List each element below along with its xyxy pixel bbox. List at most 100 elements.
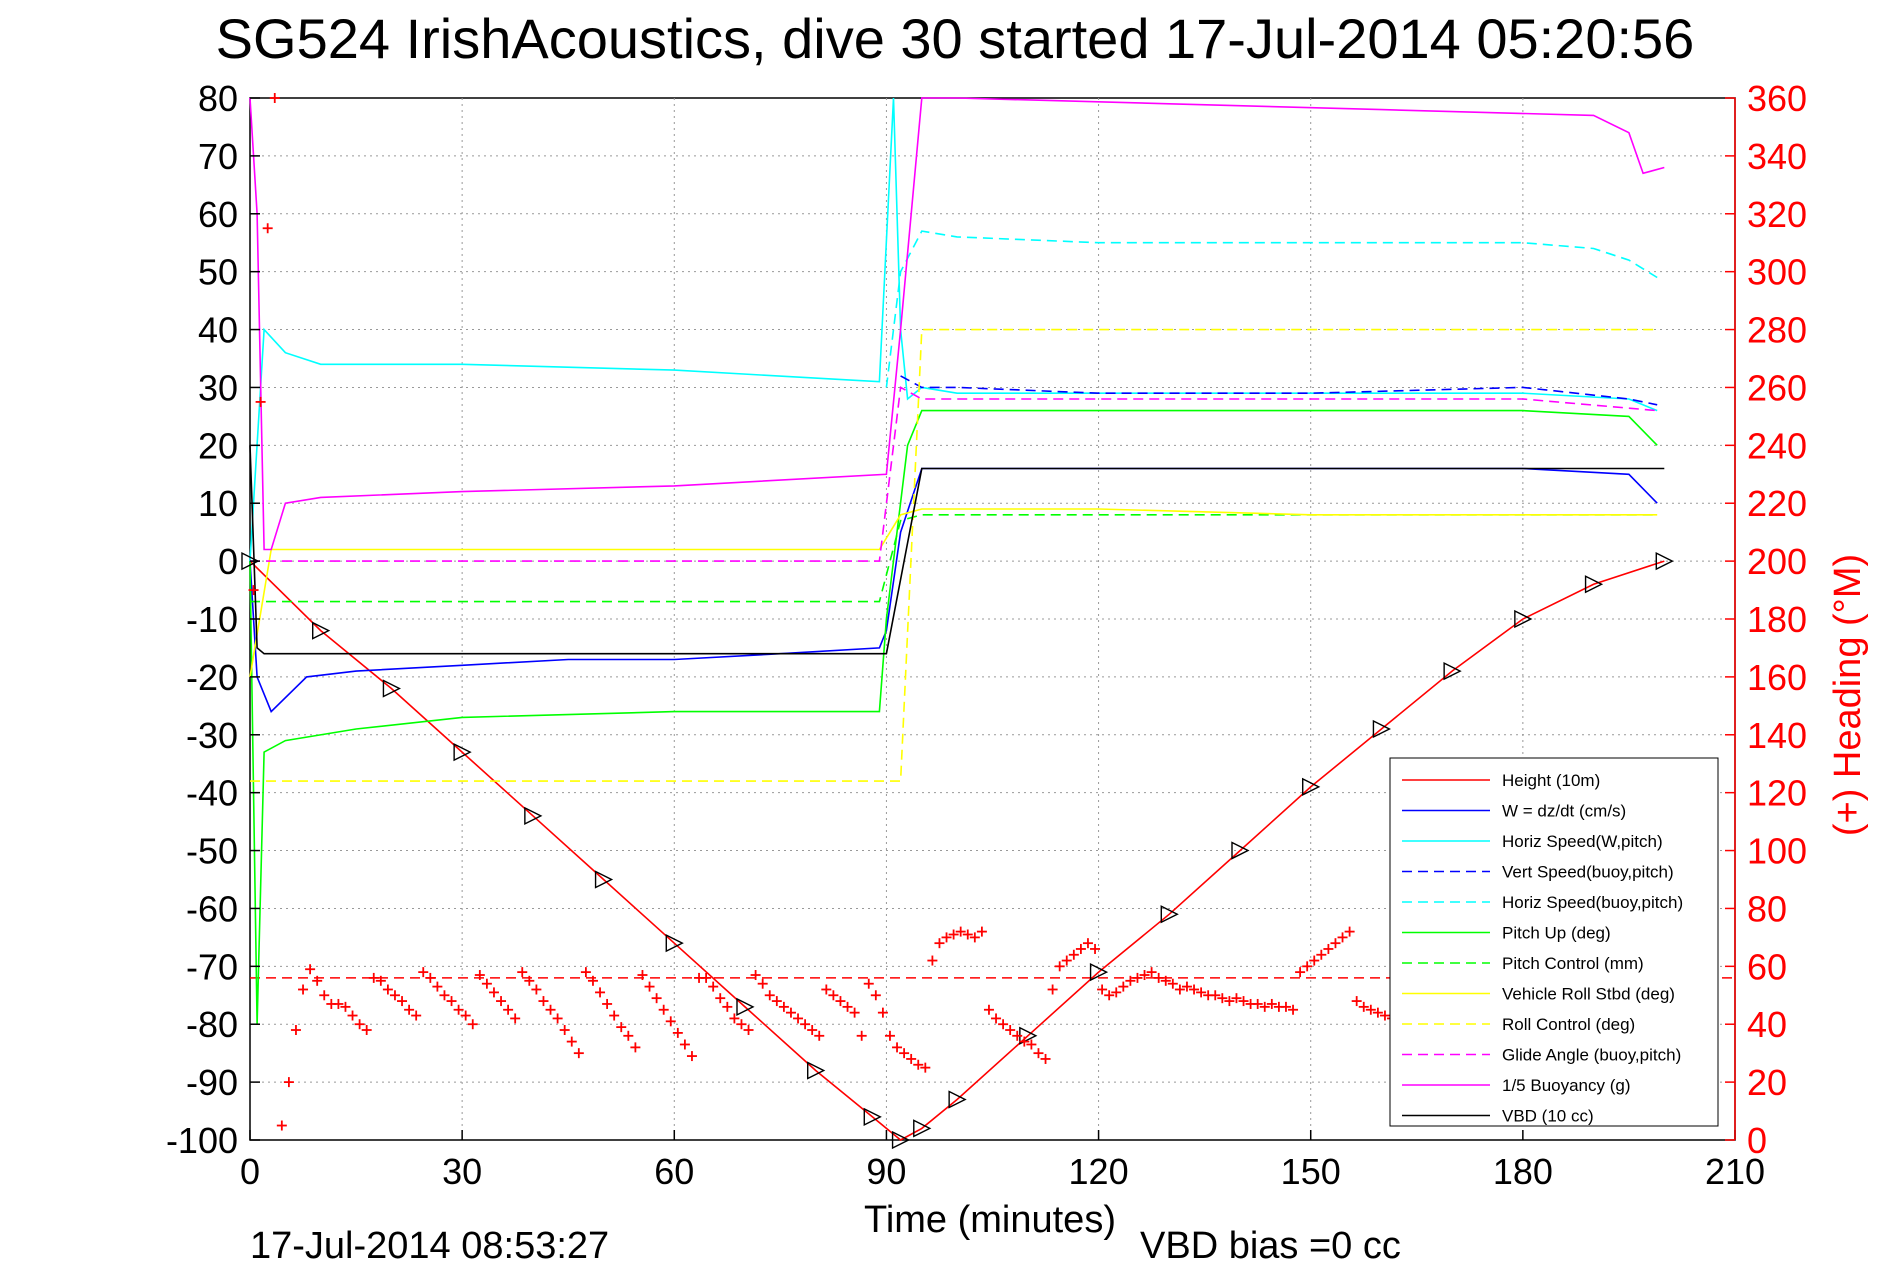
heading-point — [906, 1053, 917, 1064]
y2-tick-label: 80 — [1747, 888, 1787, 929]
heading-point — [771, 996, 782, 1007]
heading-point — [269, 93, 280, 103]
heading-point — [602, 998, 613, 1009]
series-line-0 — [249, 560, 1665, 1141]
x-tick-label: 180 — [1493, 1151, 1553, 1192]
chart-title: SG524 IrishAcoustics, dive 30 started 17… — [216, 7, 1695, 70]
heading-point — [1047, 984, 1058, 995]
heading-point — [1210, 990, 1221, 1001]
y2-tick-label: 360 — [1747, 78, 1807, 119]
heading-point — [1337, 932, 1348, 943]
heading-point — [1266, 998, 1277, 1009]
heading-point — [496, 996, 507, 1007]
heading-point — [991, 1013, 1002, 1024]
heading-point — [976, 926, 987, 937]
series-line-5 — [249, 409, 1658, 1025]
heading-point — [1330, 938, 1341, 949]
heading-point — [856, 1030, 867, 1041]
height-marker — [594, 870, 614, 889]
heading-point — [1026, 1039, 1037, 1050]
heading-point — [1118, 981, 1129, 992]
x-tick-label: 90 — [866, 1151, 906, 1192]
heading-point — [474, 970, 485, 981]
y-tick-label: 70 — [198, 136, 238, 177]
heading-point — [998, 1019, 1009, 1030]
height-marker — [665, 934, 684, 953]
heading-point — [1252, 998, 1263, 1009]
height-marker — [1231, 841, 1250, 860]
y-tick-label: 60 — [198, 194, 238, 235]
y2-tick-label: 280 — [1747, 310, 1807, 351]
heading-point — [1365, 1004, 1376, 1015]
heading-point — [969, 932, 980, 943]
heading-point — [1379, 1010, 1390, 1021]
heading-point — [1167, 978, 1178, 989]
y2-tick-label: 320 — [1747, 194, 1807, 235]
heading-point — [729, 1013, 740, 1024]
heading-point — [354, 1019, 365, 1030]
heading-point — [672, 1027, 683, 1038]
heading-point — [283, 1077, 294, 1088]
y2-tick-label: 120 — [1747, 773, 1807, 814]
heading-point — [1090, 943, 1101, 954]
heading-point — [587, 975, 598, 986]
y-tick-label: 50 — [198, 252, 238, 293]
heading-point — [1075, 943, 1086, 954]
legend-label-4: Horiz Speed(buoy,pitch) — [1502, 893, 1683, 912]
heading-point — [1061, 955, 1072, 966]
heading-point — [913, 1059, 924, 1070]
heading-point — [651, 993, 662, 1004]
heading-point — [262, 223, 273, 234]
heading-point — [715, 993, 726, 1004]
heading-point — [375, 975, 386, 986]
legend-label-2: Horiz Speed(W,pitch) — [1502, 832, 1663, 851]
height-marker — [1443, 661, 1462, 681]
heading-point — [531, 984, 542, 995]
heading-point — [488, 987, 499, 998]
heading-point — [1040, 1053, 1051, 1064]
heading-point — [1033, 1048, 1044, 1059]
heading-point — [1238, 996, 1249, 1007]
heading-point — [439, 990, 450, 1001]
heading-point — [1139, 970, 1150, 981]
legend-label-10: 1/5 Buoyancy (g) — [1502, 1076, 1631, 1095]
y2-tick-label: 100 — [1747, 831, 1807, 872]
heading-point — [573, 1048, 584, 1059]
heading-point — [1019, 1036, 1030, 1047]
height-marker — [1160, 905, 1179, 924]
heading-point — [623, 1030, 634, 1041]
heading-point — [785, 1007, 796, 1018]
legend-label-9: Glide Angle (buoy,pitch) — [1502, 1046, 1681, 1065]
heading-point — [418, 967, 429, 978]
heading-point — [368, 972, 379, 983]
heading-point — [595, 987, 606, 998]
height-marker — [1302, 777, 1321, 797]
heading-point — [1068, 949, 1079, 960]
heading-point — [298, 984, 309, 995]
heading-point — [870, 990, 881, 1001]
heading-point — [1104, 990, 1115, 1001]
heading-point — [467, 1019, 478, 1030]
x-tick-label: 150 — [1281, 1151, 1341, 1192]
y-tick-label: -100 — [166, 1120, 238, 1161]
legend-label-8: Roll Control (deg) — [1502, 1015, 1635, 1034]
heading-point — [1280, 1001, 1291, 1012]
heading-point — [842, 1001, 853, 1012]
y2-tick-label: 0 — [1747, 1120, 1767, 1161]
heading-point — [1054, 961, 1065, 972]
y2-tick-label: 140 — [1747, 715, 1807, 756]
height-marker — [913, 1119, 932, 1138]
heading-point — [884, 1030, 895, 1041]
heading-point — [432, 981, 443, 992]
heading-point — [927, 955, 938, 966]
legend: Height (10m) W = dz/dt (cm/s) Horiz Speed(… — [1389, 757, 1719, 1127]
legend-label-0: Height (10m) — [1502, 771, 1600, 790]
heading-point — [510, 1013, 521, 1024]
heading-point — [1174, 984, 1185, 995]
legend-label-11: VBD (10 cc) — [1502, 1107, 1594, 1126]
heading-point — [340, 1001, 351, 1012]
heading-point — [1196, 987, 1207, 998]
height-marker — [736, 997, 755, 1016]
heading-point — [708, 981, 719, 992]
right-axis-label: (+) Heading (°M) — [1827, 554, 1869, 836]
